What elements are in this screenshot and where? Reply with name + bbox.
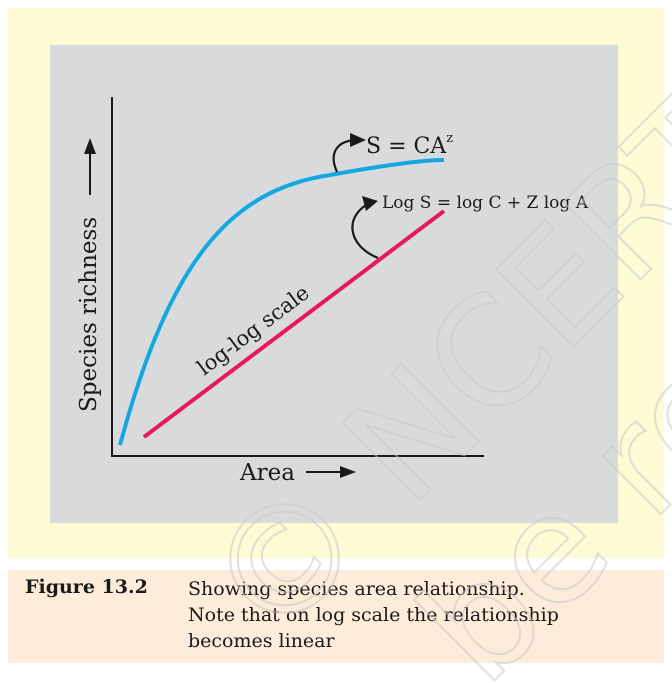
x-axis-arrowhead [340,466,356,478]
log-equation: Log S = log C + Z log A [382,193,589,213]
log-arrow [351,200,379,260]
y-axis-arrowhead [84,138,96,154]
caption-box [8,570,664,663]
species-area-chart: Area Species richness S = CAz Log S = lo… [76,97,589,486]
series-power-curve [118,158,445,446]
figure-label: Figure 13.2 [25,576,148,598]
caption-text: Showing species area relationship. Note … [188,576,658,654]
log-arrowhead [362,196,378,211]
y-axis-label: Species richness [76,217,102,412]
caption-line: Note that on log scale the relationship [188,604,559,626]
power-arrowhead [350,133,366,147]
caption-line: Showing species area relationship. [188,578,525,600]
caption-line: becomes linear [188,630,335,652]
power-equation: S = CAz [366,131,453,159]
plot-panel [50,45,618,523]
loglog-label: log-log scale [193,280,314,380]
x-axis-label: Area [239,460,295,486]
series-log-line [142,209,446,439]
